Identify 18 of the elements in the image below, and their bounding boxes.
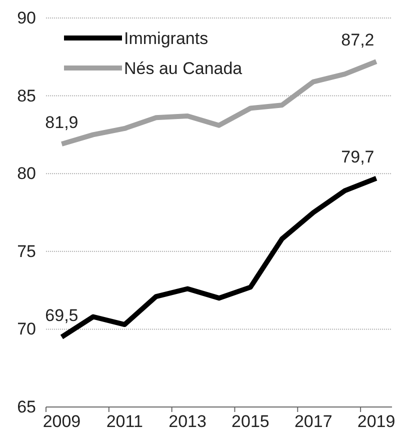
legend-label: Nés au Canada — [124, 59, 243, 78]
x-tick-label: 2015 — [232, 412, 270, 432]
y-tick-label: 80 — [17, 164, 36, 184]
y-tick-label: 90 — [17, 8, 36, 28]
x-tick-label: 2019 — [357, 412, 396, 432]
data-label: 69,5 — [45, 306, 78, 325]
x-tick-label: 2009 — [42, 412, 81, 432]
y-tick-label: 85 — [17, 86, 36, 106]
x-tick-label: 2017 — [294, 412, 332, 432]
y-tick-label: 65 — [17, 397, 36, 416]
legend-label: Immigrants — [124, 29, 208, 48]
x-tick-label: 2013 — [168, 412, 206, 432]
data-label: 81,9 — [45, 113, 78, 132]
x-tick-label: 2011 — [106, 412, 143, 432]
y-tick-label: 70 — [17, 320, 36, 339]
data-label: 87,2 — [341, 30, 374, 50]
y-tick-label: 75 — [17, 242, 36, 261]
data-label: 79,7 — [341, 147, 374, 166]
